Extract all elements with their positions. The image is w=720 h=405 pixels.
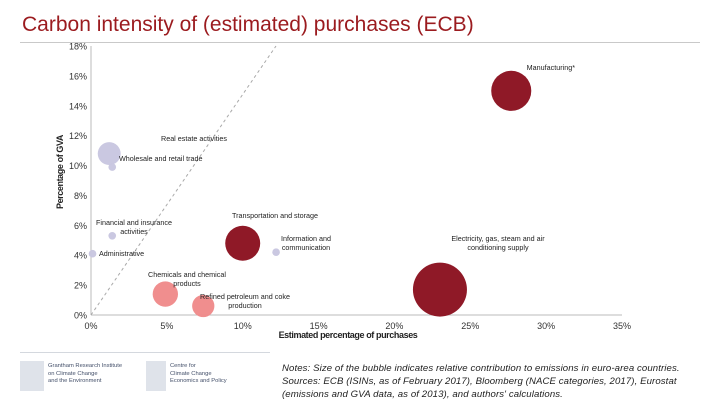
sources-line: Sources: ECB (ISINs, as of February 2017… [282, 376, 677, 387]
x-tick-label: 20% [385, 321, 403, 331]
bubble-point [108, 231, 117, 240]
data-label: Electricity, gas, steam and air condition… [451, 234, 545, 252]
data-label-line: communication [282, 243, 330, 252]
data-label-line: activities [120, 227, 148, 236]
y-tick-label: 6% [74, 221, 87, 231]
data-label: Financial and insurance activities [96, 218, 172, 236]
y-tick-label: 10% [69, 161, 87, 171]
bubble-point [225, 225, 261, 261]
bubble-point [272, 248, 280, 257]
data-label-line: production [228, 301, 262, 310]
bubble-point [97, 142, 121, 166]
data-label: Information and communication [281, 234, 331, 252]
cccep-logo-mark [146, 361, 166, 391]
axes-layer: 0% 2% 4% 6% 8% 10% 12% 14% 16% 18% 0% 5% 10% 15% 20% 25… [55, 42, 631, 341]
bubble-point [491, 70, 532, 111]
data-label: Real estate activities [161, 134, 227, 143]
grantham-logo-text: Grantham Research Institute on Climate C… [48, 363, 123, 384]
x-tick-label: 10% [234, 321, 252, 331]
bubble-point [108, 163, 117, 171]
y-axis-title: Percentage of GVA [55, 134, 65, 209]
data-label-line: conditioning supply [467, 243, 529, 252]
footer-logos: Grantham Research Institute on Climate C… [20, 355, 270, 403]
data-label-line: Financial and insurance [96, 218, 172, 227]
data-label: Manufacturing* [527, 63, 576, 72]
x-tick-label: 0% [84, 321, 97, 331]
grantham-logo-mark [20, 361, 44, 391]
y-tick-label: 2% [74, 281, 87, 291]
data-label-line: Electricity, gas, steam and air [451, 234, 545, 243]
data-label-line: Chemicals and chemical [148, 270, 226, 279]
labels-layer: Manufacturing* Real estate activities Whol… [96, 63, 575, 310]
title-divider [20, 42, 700, 43]
x-axis-title: Estimated percentage of purchases [279, 330, 418, 340]
x-tick-label: 35% [613, 321, 631, 331]
data-label: Transportation and storage [232, 211, 318, 220]
data-label: Wholesale and retail trade [119, 154, 203, 163]
footer-divider [20, 352, 270, 353]
data-label-line: products [173, 279, 201, 288]
y-tick-label: 14% [69, 101, 87, 111]
bubble-point [152, 281, 179, 307]
bubble-point [192, 294, 215, 318]
y-tick-label: 18% [69, 42, 87, 52]
notes-line: Notes: Size of the bubble indicates rela… [282, 363, 680, 374]
y-tick-label: 0% [74, 311, 87, 321]
sources-line-cont: (emissions and GVA data, as of 2013), an… [282, 389, 563, 400]
x-tick-label: 25% [461, 321, 479, 331]
data-label: Refined petroleum and coke production [200, 292, 290, 310]
x-tick-label: 5% [160, 321, 173, 331]
y-tick-label: 12% [69, 131, 87, 141]
bubble-point [412, 262, 467, 317]
data-label-line: Information and [281, 234, 331, 243]
y-tick-label: 16% [69, 71, 87, 81]
page-title: Carbon intensity of (estimated) purchase… [22, 13, 474, 36]
reference-line [90, 45, 277, 316]
x-tick-label: 30% [537, 321, 555, 331]
bubbles-layer [88, 70, 532, 318]
y-tick-label: 8% [74, 191, 87, 201]
bubble-point [88, 249, 97, 258]
data-label: Administrative [99, 249, 144, 258]
notes-block: Notes: Size of the bubble indicates rela… [282, 362, 714, 401]
x-tick-label: 15% [310, 321, 328, 331]
data-label: Chemicals and chemical products [148, 270, 226, 288]
cccep-logo-text: Centre for Climate Change Economics and … [170, 363, 227, 384]
data-label-line: Refined petroleum and coke [200, 292, 290, 301]
y-tick-label: 4% [74, 251, 87, 261]
